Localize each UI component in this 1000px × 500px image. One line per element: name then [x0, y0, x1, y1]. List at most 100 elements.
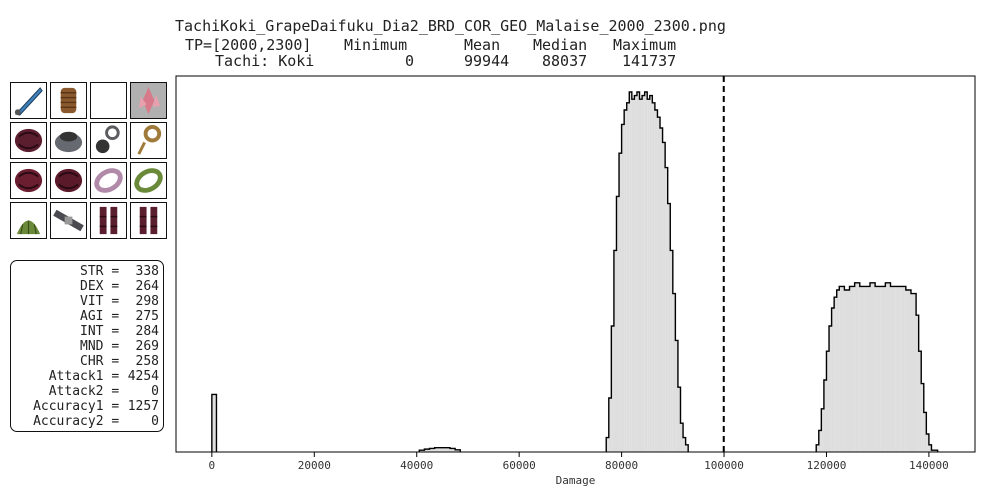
stat-label: Accuracy2 =: [33, 414, 127, 429]
stat-mnd: MND = 269: [80, 339, 159, 354]
histogram-bar: [616, 196, 620, 452]
x-tick-label: 40000: [400, 459, 433, 472]
stat-dex: DEX = 264: [80, 279, 159, 294]
histogram-outline: [815, 282, 939, 452]
histogram-bar: [429, 448, 435, 452]
stat-label: STR =: [80, 264, 127, 279]
maximum-value: 141737: [622, 52, 677, 70]
histogram-bar: [829, 326, 832, 452]
histogram-bar: [875, 286, 881, 452]
histogram-bar: [685, 444, 689, 452]
x-tick-label: 120000: [807, 459, 847, 472]
boots-icon: [130, 202, 167, 239]
legs-icon: [90, 202, 127, 239]
histogram-bar: [619, 153, 622, 452]
histogram-bar: [636, 92, 640, 452]
stat-value: 264: [135, 279, 159, 294]
histogram-bar: [450, 448, 456, 452]
stat-label: CHR =: [80, 354, 127, 369]
histogram-bar: [455, 449, 461, 452]
maximum-header: Maximum: [613, 36, 677, 54]
stat-value: 275: [135, 309, 159, 324]
histogram-bar: [419, 450, 425, 452]
x-tick-label: 60000: [503, 459, 536, 472]
stat-value: 298: [135, 294, 159, 309]
histogram-bar: [665, 167, 668, 452]
ring-icon: [90, 162, 127, 199]
histogram-bar: [890, 286, 896, 452]
histogram-bar: [831, 308, 835, 452]
histogram-bar: [629, 92, 632, 452]
belt-icon: [50, 202, 87, 239]
x-tick-label: 0: [209, 459, 216, 472]
stat-value: 258: [135, 354, 159, 369]
stat-label: Accuracy1 =: [33, 399, 127, 414]
stat-value: 1257: [127, 399, 159, 414]
stat-accuracy1: Accuracy1 = 1257: [33, 399, 159, 414]
stat-int: INT = 284: [80, 324, 159, 339]
stat-label: MND =: [80, 339, 127, 354]
chart-title: TachiKoki_GrapeDaifuku_Dia2_BRD_COR_GEO_…: [175, 17, 726, 35]
histogram-bar: [670, 250, 673, 452]
histogram-bar: [823, 380, 827, 452]
histogram-bar: [854, 282, 860, 452]
histogram-bar: [923, 412, 927, 452]
histogram-bar: [606, 437, 609, 452]
histogram-bar: [910, 293, 917, 452]
histogram-bar: [885, 282, 891, 452]
histogram-bar: [928, 444, 932, 452]
body-armor-icon: [10, 162, 47, 199]
histogram-bar: [826, 351, 830, 452]
histogram-bar: [870, 282, 876, 452]
histogram-bar: [816, 444, 819, 452]
spool-ammo-icon: [50, 82, 87, 119]
mean-value: 99944: [464, 52, 510, 70]
plot-frame: [175, 75, 976, 453]
stat-value: 0: [151, 414, 159, 429]
equipment-grid: [10, 82, 168, 242]
x-tick-label: 20000: [298, 459, 331, 472]
histogram-bar: [916, 315, 919, 452]
histogram-bar: [880, 286, 886, 452]
histogram-bar: [642, 95, 645, 452]
stat-value: 4254: [127, 369, 159, 384]
stat-value: 0: [151, 384, 159, 399]
histogram-bar: [895, 286, 901, 452]
median-header: Median: [533, 36, 588, 54]
histogram-bar: [644, 92, 648, 452]
stat-chr: CHR = 258: [80, 354, 159, 369]
stat-value: 338: [135, 264, 159, 279]
histogram-bar: [844, 290, 850, 452]
histogram-bar: [652, 102, 655, 453]
minimum-header: Minimum: [344, 36, 408, 54]
summary-header-row: TP=[2000,2300] Minimum Mean Median Maxim…: [175, 37, 735, 53]
histogram-bar: [921, 383, 924, 452]
stat-label: Attack2 =: [48, 384, 127, 399]
histogram-bar: [639, 99, 643, 452]
histogram-bar: [931, 450, 938, 452]
histogram-bar: [821, 408, 824, 452]
histogram-bar: [677, 387, 681, 452]
histogram-bar: [662, 142, 666, 452]
histogram-bar: [211, 394, 217, 452]
histogram-bar: [654, 110, 658, 452]
empty-slot: [90, 82, 127, 119]
histogram-bar: [434, 447, 440, 452]
histogram-bar: [839, 286, 845, 452]
helm-icon: [10, 122, 47, 159]
histogram-bar: [683, 437, 686, 452]
stat-value: 284: [135, 324, 159, 339]
stat-attack1: Attack1 = 4254: [49, 369, 159, 384]
weaponskill-name: Tachi: Koki: [215, 52, 315, 70]
histogram-bar: [900, 286, 906, 452]
histogram-bar: [672, 293, 676, 452]
histogram-bar: [444, 447, 451, 452]
histogram-bar: [675, 340, 678, 452]
sword-icon: [10, 82, 47, 119]
earring-icon: [90, 122, 127, 159]
summary-values-row: Tachi: Koki 0 99944 88037 141737: [175, 53, 735, 69]
x-tick-label: 80000: [605, 459, 638, 472]
stat-label: DEX =: [80, 279, 127, 294]
histogram-bar: [834, 297, 837, 452]
stat-str: STR = 338: [80, 264, 159, 279]
